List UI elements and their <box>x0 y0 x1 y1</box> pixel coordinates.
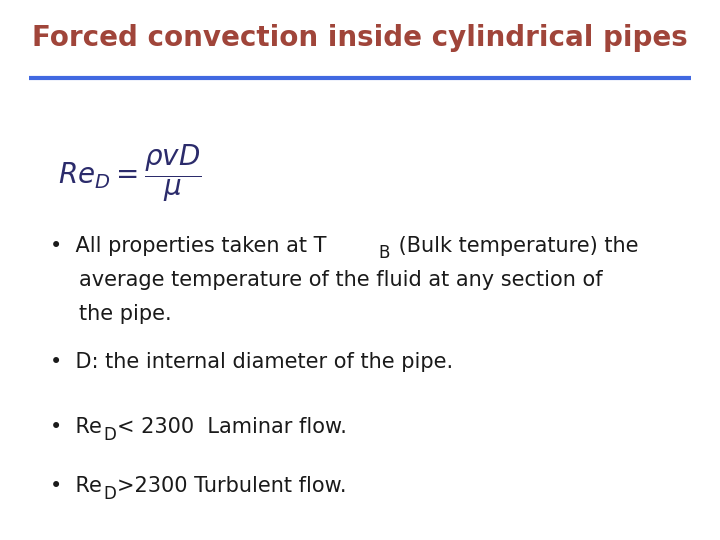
Text: •  Re: • Re <box>50 476 102 496</box>
Text: $\mathit{Re_D} = \dfrac{\rho v D}{\mu}$: $\mathit{Re_D} = \dfrac{\rho v D}{\mu}$ <box>58 142 202 204</box>
Text: B: B <box>378 244 390 262</box>
Text: the pipe.: the pipe. <box>79 304 172 325</box>
Text: average temperature of the fluid at any section of: average temperature of the fluid at any … <box>79 269 603 290</box>
Text: •  D: the internal diameter of the pipe.: • D: the internal diameter of the pipe. <box>50 352 454 372</box>
Text: >2300 Turbulent flow.: >2300 Turbulent flow. <box>117 476 347 496</box>
Text: (Bulk temperature) the: (Bulk temperature) the <box>392 235 639 256</box>
Text: •  All properties taken at T: • All properties taken at T <box>50 235 327 256</box>
Text: D: D <box>103 485 116 503</box>
Text: Forced convection inside cylindrical pipes: Forced convection inside cylindrical pip… <box>32 24 688 52</box>
Text: < 2300  Laminar flow.: < 2300 Laminar flow. <box>117 416 347 437</box>
Text: •  Re: • Re <box>50 416 102 437</box>
Text: D: D <box>103 426 116 444</box>
